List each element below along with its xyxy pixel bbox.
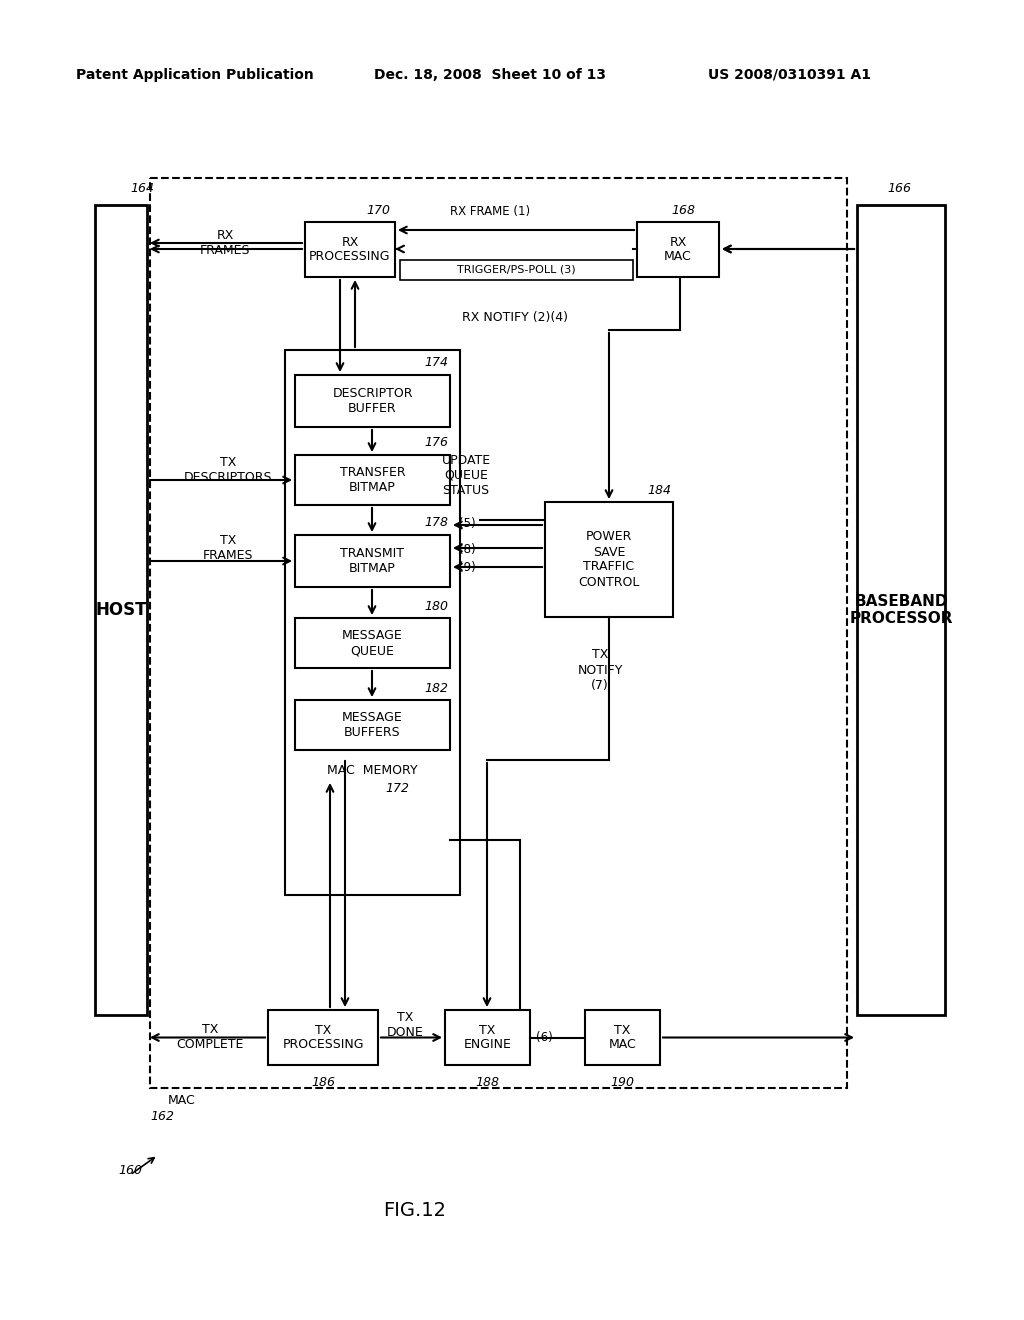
Text: 174: 174 [424,356,449,370]
Bar [295,455,450,506]
Bar [545,502,673,616]
Text: TRANSMIT
BITMAP: TRANSMIT BITMAP [341,546,404,576]
Bar [95,205,147,1015]
Text: 166: 166 [887,181,911,194]
Text: (6): (6) [536,1031,553,1044]
Text: 188: 188 [475,1077,500,1089]
Text: TX
NOTIFY
(7): TX NOTIFY (7) [578,648,623,692]
Text: TX
FRAMES: TX FRAMES [203,535,253,562]
Text: 178: 178 [424,516,449,529]
Bar [150,178,847,1088]
Text: MESSAGE
BUFFERS: MESSAGE BUFFERS [342,711,402,739]
Text: RX
PROCESSING: RX PROCESSING [309,235,391,264]
Text: DESCRIPTOR
BUFFER: DESCRIPTOR BUFFER [332,387,413,414]
Text: 160: 160 [118,1163,142,1176]
Text: HOST: HOST [95,601,146,619]
Bar [268,1010,378,1065]
Bar [295,700,450,750]
Text: TX
DONE: TX DONE [387,1011,423,1039]
Text: POWER
SAVE
TRAFFIC
CONTROL: POWER SAVE TRAFFIC CONTROL [579,531,640,589]
Text: 170: 170 [366,203,390,216]
Text: 176: 176 [424,437,449,450]
Bar [857,205,945,1015]
Bar [295,535,450,587]
Text: BASEBAND
PROCESSOR: BASEBAND PROCESSOR [849,594,952,626]
Text: Dec. 18, 2008  Sheet 10 of 13: Dec. 18, 2008 Sheet 10 of 13 [374,69,606,82]
Bar [637,222,719,277]
Text: TRANSFER
BITMAP: TRANSFER BITMAP [340,466,406,494]
Text: (5): (5) [459,517,475,531]
Bar [585,1010,660,1065]
Text: Patent Application Publication: Patent Application Publication [76,69,314,82]
Text: US 2008/0310391 A1: US 2008/0310391 A1 [709,69,871,82]
Text: 184: 184 [647,483,671,496]
Text: 168: 168 [671,203,695,216]
Bar [305,222,395,277]
Bar [285,350,460,895]
Text: FIG.12: FIG.12 [384,1200,446,1220]
Text: TX
COMPLETE: TX COMPLETE [176,1023,244,1051]
Text: TX
ENGINE: TX ENGINE [464,1023,511,1052]
Text: MAC: MAC [168,1093,196,1106]
Text: RX NOTIFY (2)(4): RX NOTIFY (2)(4) [462,312,568,325]
Text: MAC  MEMORY: MAC MEMORY [328,763,418,776]
Text: 172: 172 [385,781,410,795]
Bar [400,260,633,280]
Bar [445,1010,530,1065]
Text: TX
MAC: TX MAC [608,1023,636,1052]
Text: RX FRAME (1): RX FRAME (1) [450,206,530,219]
Text: RX
MAC: RX MAC [665,235,692,264]
Text: TRIGGER/PS-POLL (3): TRIGGER/PS-POLL (3) [457,265,575,275]
Bar [295,618,450,668]
Text: (9): (9) [459,561,475,574]
Text: 182: 182 [424,681,449,694]
Text: 180: 180 [424,599,449,612]
Text: MESSAGE
QUEUE: MESSAGE QUEUE [342,630,402,657]
Text: 164: 164 [130,181,154,194]
Text: 186: 186 [311,1077,335,1089]
Text: 162: 162 [150,1110,174,1122]
Text: RX
FRAMES: RX FRAMES [200,228,250,257]
Text: (8): (8) [459,543,475,556]
Text: TX
DESCRIPTORS: TX DESCRIPTORS [183,455,272,484]
Text: TX
PROCESSING: TX PROCESSING [283,1023,364,1052]
Text: 190: 190 [610,1077,635,1089]
Bar [295,375,450,426]
Text: UPDATE
QUEUE
STATUS: UPDATE QUEUE STATUS [441,454,490,496]
